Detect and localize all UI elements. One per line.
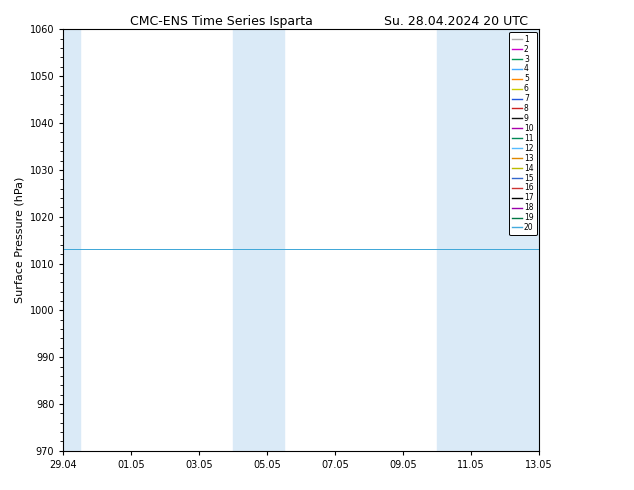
Text: CMC-ENS Time Series Isparta: CMC-ENS Time Series Isparta — [131, 15, 313, 28]
Bar — [63, 29, 81, 451]
Text: Su. 28.04.2024 20 UTC: Su. 28.04.2024 20 UTC — [384, 15, 529, 28]
Y-axis label: Surface Pressure (hPa): Surface Pressure (hPa) — [14, 177, 24, 303]
Legend: 1, 2, 3, 4, 5, 6, 7, 8, 9, 10, 11, 12, 13, 14, 15, 16, 17, 18, 19, 20: 1, 2, 3, 4, 5, 6, 7, 8, 9, 10, 11, 12, 1… — [509, 32, 536, 235]
Bar — [233, 29, 284, 451]
Bar — [437, 29, 539, 451]
